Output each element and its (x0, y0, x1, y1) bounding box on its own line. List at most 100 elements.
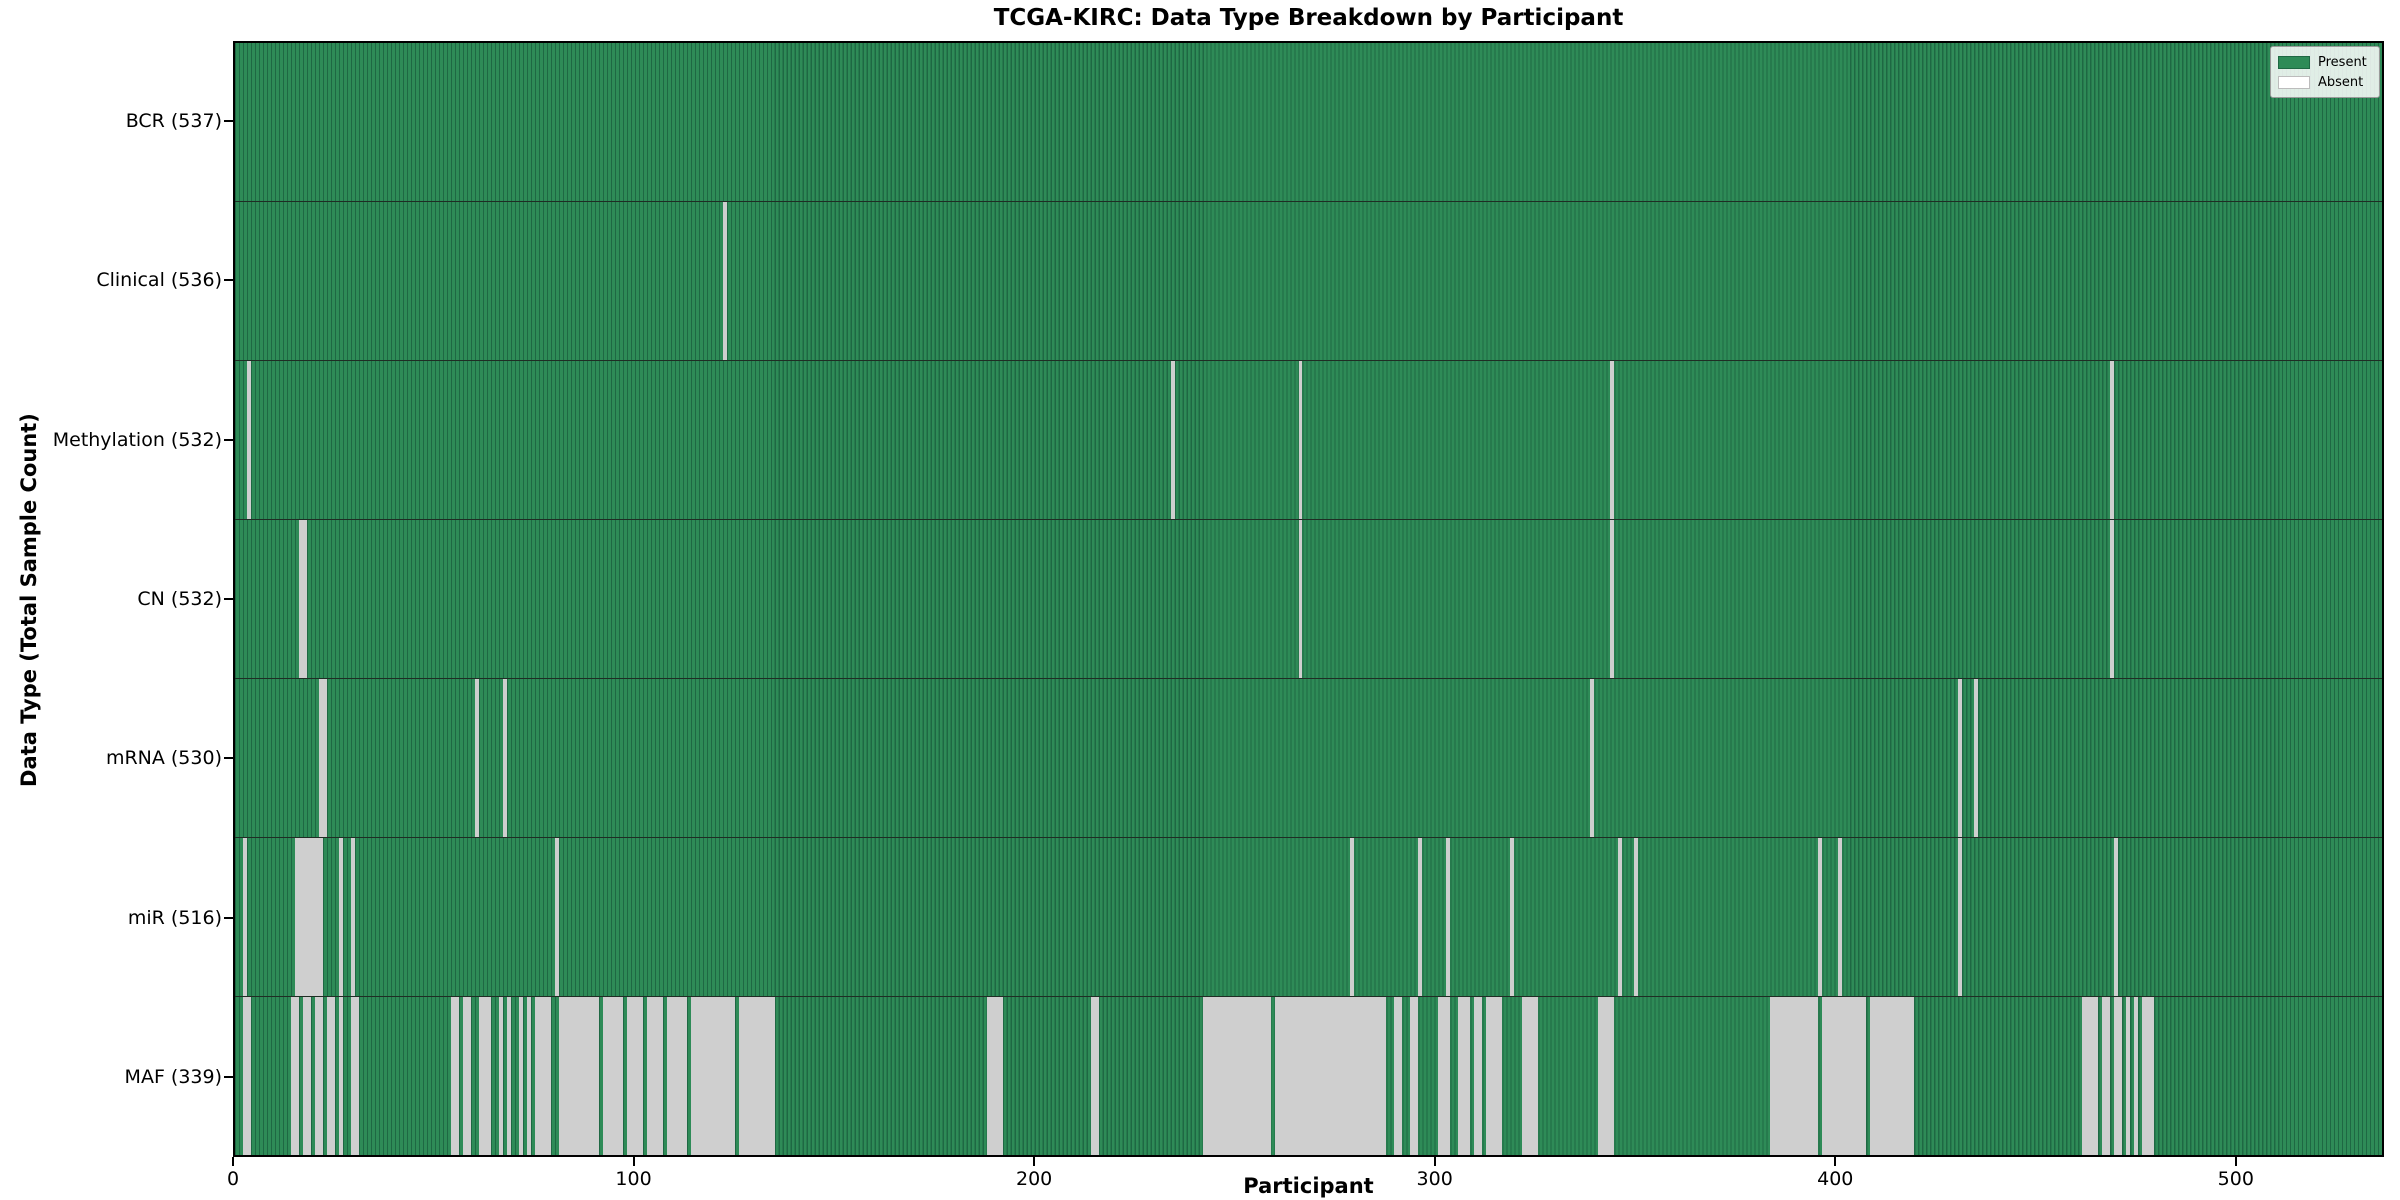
x-tick-mark (232, 1157, 234, 1166)
absent-gap (1590, 679, 1595, 837)
absent-gap (1202, 997, 1271, 1155)
absent-gap (2134, 997, 2139, 1155)
absent-gap (2110, 520, 2115, 678)
y-tick-label: Methylation (532) (52, 428, 222, 451)
legend-present-swatch (2278, 55, 2310, 69)
absent-gap (1974, 679, 1979, 837)
legend-absent-label: Absent (2318, 74, 2364, 90)
absent-gap (298, 520, 307, 678)
absent-gap (2102, 997, 2111, 1155)
absent-gap (1438, 997, 1451, 1155)
absent-gap (326, 997, 335, 1155)
absent-gap (350, 838, 355, 996)
legend: Present Absent (2270, 46, 2380, 98)
absent-gap (1298, 520, 1303, 678)
x-tick-mark (1834, 1157, 1837, 1166)
absent-gap (722, 202, 727, 360)
absent-gap (290, 997, 299, 1155)
legend-present-label: Present (2318, 54, 2367, 70)
absent-gap (2142, 997, 2155, 1155)
absent-gap (338, 997, 343, 1155)
absent-gap (474, 679, 479, 837)
y-tick-mark (224, 438, 233, 441)
x-tick-label: 100 (615, 1168, 652, 1190)
y-tick-mark (224, 916, 233, 919)
absent-gap (518, 997, 523, 1155)
absent-gap (1446, 838, 1451, 996)
absent-gap (1486, 997, 1503, 1155)
data-row-bcr (235, 43, 2382, 202)
absent-gap (526, 997, 531, 1155)
absent-gap (1818, 838, 1823, 996)
absent-gap (314, 997, 323, 1155)
absent-gap (2114, 838, 2119, 996)
absent-gap (1958, 679, 1963, 837)
y-tick-mark (224, 598, 233, 600)
absent-gap (2114, 997, 2123, 1155)
data-row-clinical (235, 202, 2382, 361)
absent-gap (1394, 997, 1403, 1155)
absent-gap (1870, 997, 1915, 1155)
y-tick-label: MAF (339) (124, 1066, 222, 1089)
absent-gap (1522, 997, 1539, 1155)
absent-gap (1474, 997, 1483, 1155)
absent-gap (1958, 838, 1963, 996)
absent-gap (1610, 520, 1615, 678)
absent-gap (602, 997, 623, 1155)
legend-absent-swatch (2278, 75, 2310, 89)
absent-gap (1634, 838, 1639, 996)
y-tick-mark (224, 279, 233, 282)
x-tick-mark (1433, 1157, 1436, 1166)
absent-gap (1350, 838, 1355, 996)
plot-area (233, 41, 2384, 1157)
x-tick-label: 0 (226, 1168, 240, 1190)
absent-gap (350, 997, 359, 1155)
absent-gap (1410, 997, 1419, 1155)
absent-gap (506, 997, 511, 1155)
absent-gap (738, 997, 775, 1155)
absent-gap (1838, 838, 1843, 996)
absent-gap (242, 838, 247, 996)
absent-gap (502, 679, 507, 837)
absent-gap (1170, 361, 1175, 519)
chart-title: TCGA-KIRC: Data Type Breakdown by Partic… (993, 5, 1624, 31)
absent-gap (626, 997, 643, 1155)
absent-gap (1822, 997, 1867, 1155)
absent-gap (1458, 997, 1471, 1155)
absent-gap (1770, 997, 1819, 1155)
absent-gap (1090, 997, 1099, 1155)
y-tick-mark (224, 1076, 233, 1079)
x-tick-mark (1033, 1157, 1036, 1166)
legend-entry-present: Present (2278, 52, 2372, 72)
absent-gap (646, 997, 663, 1155)
data-row-mir (235, 838, 2382, 997)
absent-gap (1510, 838, 1515, 996)
absent-gap (534, 997, 551, 1155)
x-tick-label: 200 (1015, 1168, 1053, 1190)
absent-gap (302, 997, 311, 1155)
y-tick-label: miR (516) (127, 906, 222, 929)
absent-gap (498, 997, 503, 1155)
absent-gap (666, 997, 687, 1155)
absent-gap (1610, 361, 1615, 519)
absent-gap (1274, 997, 1387, 1155)
y-tick-label: BCR (537) (125, 109, 222, 132)
y-tick-mark (224, 757, 233, 760)
absent-gap (1598, 997, 1615, 1155)
absent-gap (294, 838, 323, 996)
absent-gap (986, 997, 1003, 1155)
x-tick-label: 400 (1817, 1168, 1854, 1190)
y-tick-label: Clinical (536) (96, 269, 222, 292)
absent-gap (478, 997, 491, 1155)
data-row-methylation (235, 361, 2382, 520)
absent-gap (462, 997, 471, 1155)
absent-gap (554, 838, 559, 996)
absent-gap (318, 679, 327, 837)
x-tick-label: 300 (1416, 1168, 1453, 1190)
absent-gap (1418, 838, 1423, 996)
y-tick-mark (224, 119, 233, 122)
x-tick-mark (632, 1157, 635, 1166)
data-row-mrna (235, 679, 2382, 838)
x-tick-label: 500 (2217, 1168, 2254, 1190)
